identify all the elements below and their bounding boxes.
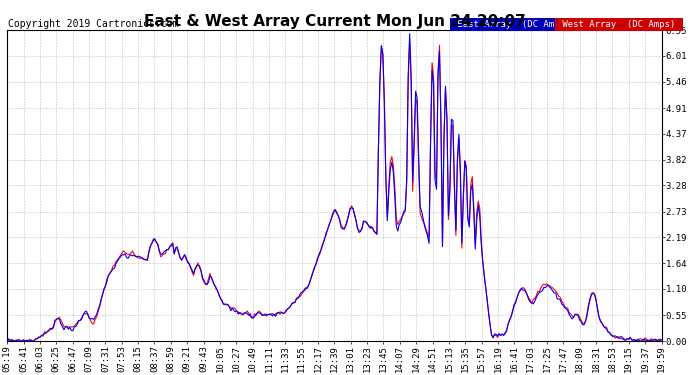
Text: Copyright 2019 Cartronics.com: Copyright 2019 Cartronics.com (8, 19, 178, 28)
Text: West Array  (DC Amps): West Array (DC Amps) (557, 20, 680, 28)
Text: East Array  (DC Amps): East Array (DC Amps) (452, 20, 576, 28)
Title: East & West Array Current Mon Jun 24 20:07: East & West Array Current Mon Jun 24 20:… (144, 14, 525, 29)
